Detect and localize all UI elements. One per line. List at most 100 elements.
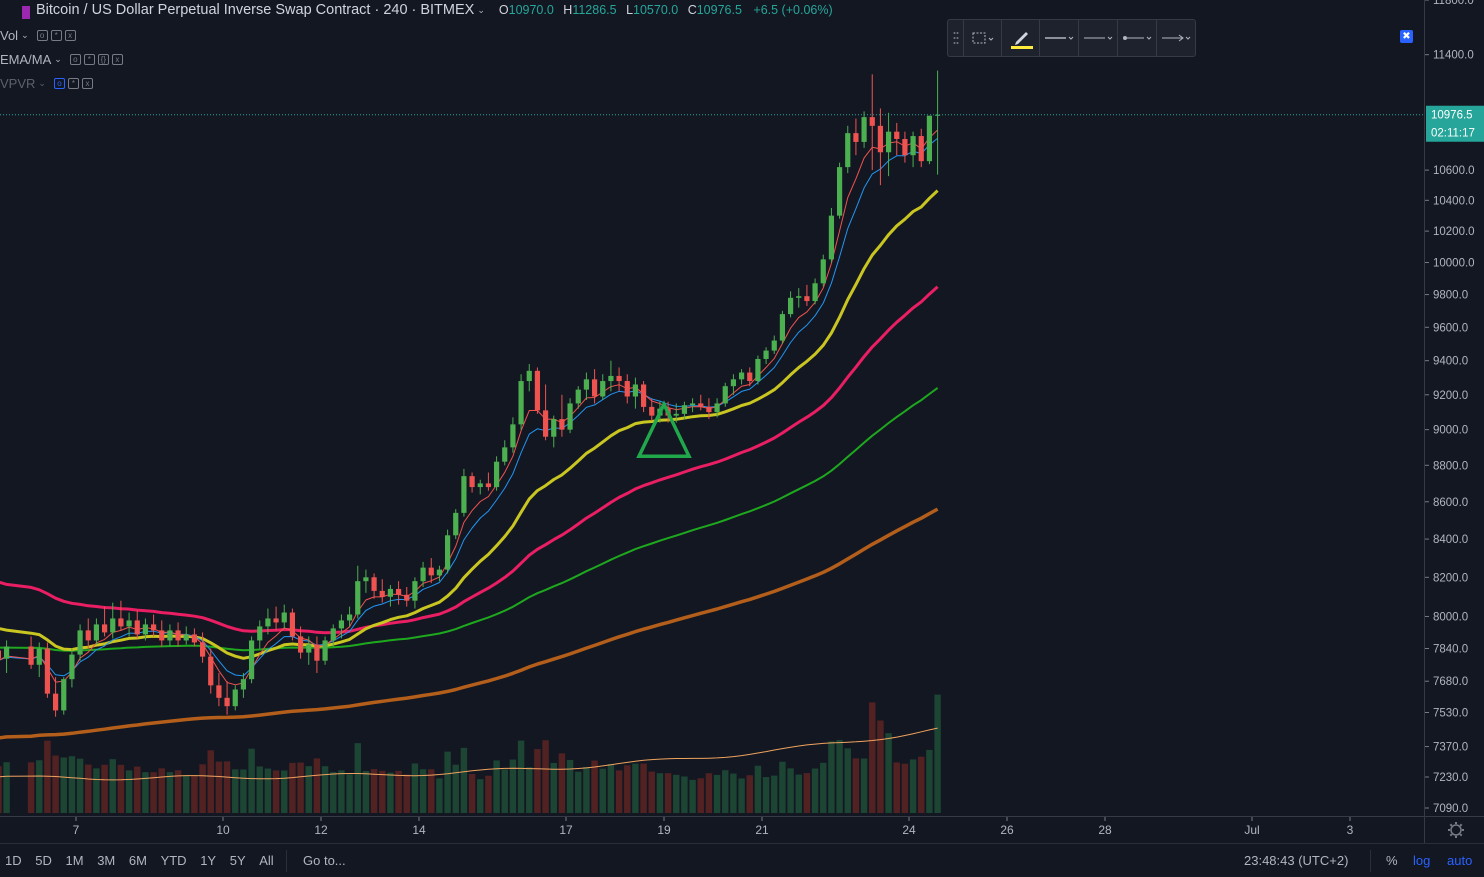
grip-icon[interactable] [948, 19, 964, 57]
drawing-toolbar[interactable] [947, 19, 1196, 57]
indicator-label[interactable]: VPVR [0, 76, 36, 91]
candle-body [93, 624, 100, 641]
candle-body [542, 410, 549, 437]
volume-bar [191, 775, 198, 813]
volume-bar [860, 758, 868, 813]
time-axis-scale[interactable]: 7 10 12 14 17 19 21 24 26 28 Jul 3 [0, 817, 1424, 844]
volume-bar [591, 760, 598, 813]
candle-body [681, 405, 688, 414]
indicator-label[interactable]: EMA/MA [0, 52, 52, 67]
candle-body [412, 581, 418, 601]
range-1d[interactable]: 1D [5, 853, 22, 868]
candle-body [845, 133, 851, 168]
line-style-icon-svg [1045, 36, 1074, 40]
candle-body [167, 630, 173, 641]
eye-icon[interactable]: o [69, 54, 81, 65]
volume-bar [240, 769, 247, 813]
volume-bar [158, 768, 165, 813]
eye-icon[interactable]: o [36, 30, 48, 41]
volume-bar [223, 761, 231, 813]
candles [0, 70, 941, 717]
log-toggle[interactable]: log [1413, 853, 1431, 868]
gear-icon[interactable]: * [67, 78, 79, 89]
volume-bar [534, 749, 541, 813]
candle-body [771, 340, 777, 351]
volume-bar [493, 760, 500, 813]
symbol-title[interactable]: Bitcoin / US Dollar Perpetual Inverse Sw… [36, 2, 371, 18]
volume-bar [624, 765, 631, 813]
candle-body [649, 406, 655, 416]
close-icon[interactable]: x [64, 30, 76, 41]
source-code-icon[interactable]: {} [97, 54, 109, 65]
volume-bar [877, 720, 884, 813]
price-tick-label: 7840.0 [1433, 644, 1468, 656]
volume-bar [632, 763, 639, 813]
chevron-down-icon[interactable]: ⌄ [54, 54, 62, 64]
chevron-down-icon[interactable]: ⌄ [21, 30, 29, 40]
candle-body [265, 618, 271, 627]
candle-body [0, 650, 2, 659]
range-6m[interactable]: 6M [128, 853, 147, 868]
line-end-icon[interactable] [1157, 19, 1195, 57]
indicator-vol[interactable]: Vol ⌄ o * x [0, 28, 76, 43]
price-tick-label: 7680.0 [1433, 676, 1468, 688]
close-icon[interactable]: x [81, 78, 93, 89]
line-start-icon[interactable] [1118, 19, 1157, 57]
time-axis[interactable]: 7 10 12 14 17 19 21 24 26 28 Jul 3 [0, 816, 1424, 843]
rectangle-select-icon[interactable] [964, 19, 1002, 57]
close-icon[interactable]: x [111, 54, 123, 65]
volume-bar [664, 773, 672, 813]
indicator-label[interactable]: Vol [0, 28, 19, 43]
chevron-down-icon[interactable]: ⌄ [477, 4, 485, 15]
candle-body [175, 630, 181, 641]
chevron-down-icon[interactable]: ⌄ [38, 78, 46, 88]
range-all[interactable]: All [259, 853, 274, 868]
candle-body [322, 640, 328, 661]
candle-body [926, 115, 933, 162]
price-tick-label: 8200.0 [1433, 572, 1468, 584]
gear-icon[interactable] [1425, 817, 1484, 844]
auto-toggle[interactable]: auto [1447, 853, 1473, 868]
line-style-icon[interactable] [1040, 19, 1079, 57]
price-axis-scale[interactable]: 11800.0 11400.0 10600.0 10400.0 10200.0 10000… [1425, 0, 1484, 816]
volume-bar [199, 764, 206, 813]
clock-label[interactable]: 23:48:43 (UTC+2) [1244, 853, 1349, 868]
price-chart[interactable] [0, 0, 1424, 816]
candle-body [379, 590, 385, 597]
volume-bar [338, 770, 345, 813]
volume-bar [305, 766, 312, 813]
volume-bar [607, 763, 615, 813]
range-1m[interactable]: 1M [65, 853, 84, 868]
ema-blue-line [0, 137, 938, 677]
candle-body [706, 406, 712, 413]
symbol-legend[interactable]: Bitcoin / US Dollar Perpetual Inverse Sw… [36, 2, 833, 18]
low-value: 10570.0 [633, 3, 679, 17]
candle-body [502, 447, 508, 462]
candle-body [698, 403, 704, 407]
price-axis[interactable]: 11800.0 11400.0 10600.0 10400.0 10200.0 10000… [1424, 0, 1484, 816]
indicator-ema-ma[interactable]: EMA/MA ⌄ o * {} x [0, 52, 123, 67]
line-width-icon[interactable] [1079, 19, 1118, 57]
indicator-vpvr[interactable]: VPVR ⌄ o * x [0, 76, 93, 91]
gear-icon[interactable]: * [83, 54, 95, 65]
volume-bar [85, 764, 92, 813]
range-5y[interactable]: 5Y [229, 853, 246, 868]
gear-icon[interactable]: * [50, 30, 62, 41]
interval-label[interactable]: 240 [383, 2, 408, 18]
candle-body [232, 689, 238, 707]
range-5d[interactable]: 5D [35, 853, 52, 868]
hidden-eye-icon[interactable]: o [53, 78, 65, 89]
chart-pane[interactable]: Bitcoin / US Dollar Perpetual Inverse Sw… [0, 0, 1424, 816]
percent-toggle[interactable]: % [1386, 853, 1398, 868]
maximize-icon[interactable]: ✖ [1400, 30, 1413, 43]
time-tick-label: 12 [314, 823, 328, 837]
range-ytd[interactable]: YTD [160, 853, 187, 868]
range-1y[interactable]: 1Y [200, 853, 217, 868]
pencil-icon[interactable] [1002, 19, 1040, 57]
exchange-label[interactable]: BITMEX [420, 2, 475, 18]
goto-button[interactable]: Go to... [303, 853, 346, 868]
price-tick-label: 11400.0 [1433, 50, 1474, 62]
volume-bar [648, 771, 655, 813]
range-3m[interactable]: 3M [97, 853, 116, 868]
triangle-annotation [636, 400, 692, 459]
